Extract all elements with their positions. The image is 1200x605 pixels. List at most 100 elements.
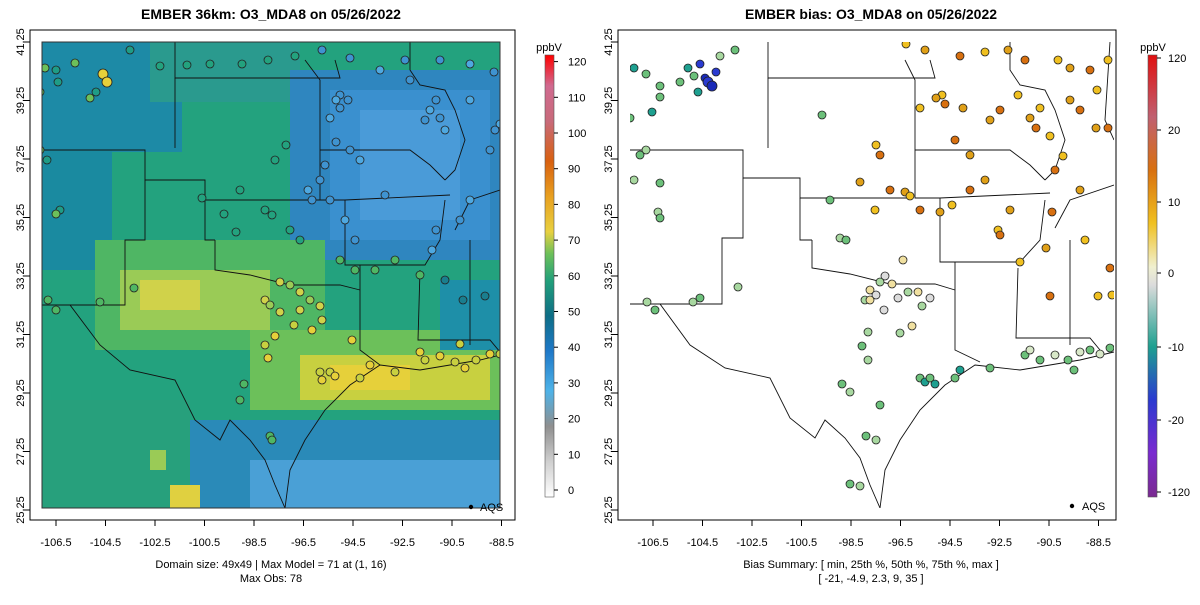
observation-marker [355,373,365,383]
y-tick-label: 27.25 [603,438,615,466]
x-tick-label: -102.5 [736,537,767,549]
y-tick-label: 39.25 [15,87,27,115]
observation-marker [415,347,425,357]
observation-marker [485,349,495,359]
bias-marker [837,379,847,389]
bias-marker [885,185,895,195]
colorbar-tick-label: 70 [568,235,580,247]
bias-marker [920,45,930,55]
observation-marker [239,379,249,389]
observation-marker [380,190,390,200]
x-tick-label: -88.5 [1086,537,1111,549]
observation-marker [267,435,277,445]
y-tick-label: 31.25 [603,321,615,349]
observation-marker [295,235,305,245]
observation-marker [197,193,207,203]
bias-marker [907,321,917,331]
observation-marker [285,280,295,290]
observation-marker [317,315,327,325]
bias-marker [871,290,881,300]
bias-marker [875,400,885,410]
x-tick-label: -90.5 [1036,537,1061,549]
x-tick-label: -104.5 [90,537,121,549]
x-tick-label: -104.5 [687,537,718,549]
y-tick-label: 35.25 [603,204,615,232]
observation-marker [435,113,445,123]
observation-marker [265,300,275,310]
observation-marker [331,95,341,105]
colorbar-tick-label: 30 [568,378,580,390]
colorbar-tick-label: 100 [568,128,586,140]
bias-marker [1092,85,1102,95]
bias-marker [1025,345,1035,355]
observation-marker [345,53,355,63]
observation-marker [303,185,313,195]
bias-marker [913,287,923,297]
bias-marker [865,285,875,295]
observation-marker [307,195,317,205]
bias-marker [683,63,693,73]
observation-marker [405,75,415,85]
bias-marker [1085,345,1095,355]
observation-marker [281,140,291,150]
bias-marker [950,373,960,383]
bias-marker [1047,207,1057,217]
bias-marker [958,103,968,113]
bias-marker [655,213,665,223]
bias-marker [845,479,855,489]
observation-marker [495,349,500,359]
y-tick-label: 31.25 [15,321,27,349]
observation-marker [270,331,280,341]
bias-marker [1107,290,1114,300]
colorbar-tick-label: 10 [1168,197,1180,209]
observation-marker [465,95,475,105]
y-tick-label: 37.25 [603,145,615,173]
bias-marker [825,195,835,205]
observation-marker [33,172,41,180]
right-bias-markers [630,42,1114,491]
colorbar-tick-label: 20 [568,414,580,426]
x-tick-label: -98.5 [241,537,266,549]
bias-marker [1093,291,1103,301]
observation-marker [350,235,360,245]
observation-marker [289,320,299,330]
bias-marker [930,379,940,389]
bias-marker [695,59,705,69]
bias-marker [995,105,1005,115]
bias-marker [861,431,871,441]
colorbar-tick-label: 50 [568,307,580,319]
x-tick-label: -100.5 [786,537,817,549]
observation-marker [355,155,365,165]
left-colorbar-unit: ppbV [536,42,562,54]
bias-marker [641,69,651,79]
bias-marker [940,99,950,109]
observation-marker [290,51,300,61]
left-footer-line-1: Domain size: 49x49 | Max Model = 71 at (… [155,559,386,571]
observation-marker [285,225,295,235]
bias-marker [688,297,698,307]
observation-marker [335,255,345,265]
bias-marker [1075,347,1085,357]
x-tick-label: -98.5 [838,537,863,549]
bias-marker [965,150,975,160]
bias-marker [1105,343,1114,353]
bias-marker [855,177,865,187]
left-observation-markers [33,45,500,445]
bias-marker [1063,355,1073,365]
bias-marker [641,145,651,155]
bias-marker [980,47,990,57]
bias-marker [730,45,740,55]
bias-marker [1035,355,1045,365]
observation-marker [295,305,305,315]
y-tick-label: 35.25 [15,204,27,232]
bias-marker [695,293,705,303]
y-tick-label: 25.25 [15,496,27,524]
colorbar-tick-label: 80 [568,199,580,211]
observation-marker [315,367,325,377]
right-plot-box [617,29,1117,521]
observation-marker [450,357,460,367]
y-tick-label: 39.25 [603,87,615,115]
bias-marker [1041,243,1051,253]
bias-marker [689,71,699,81]
